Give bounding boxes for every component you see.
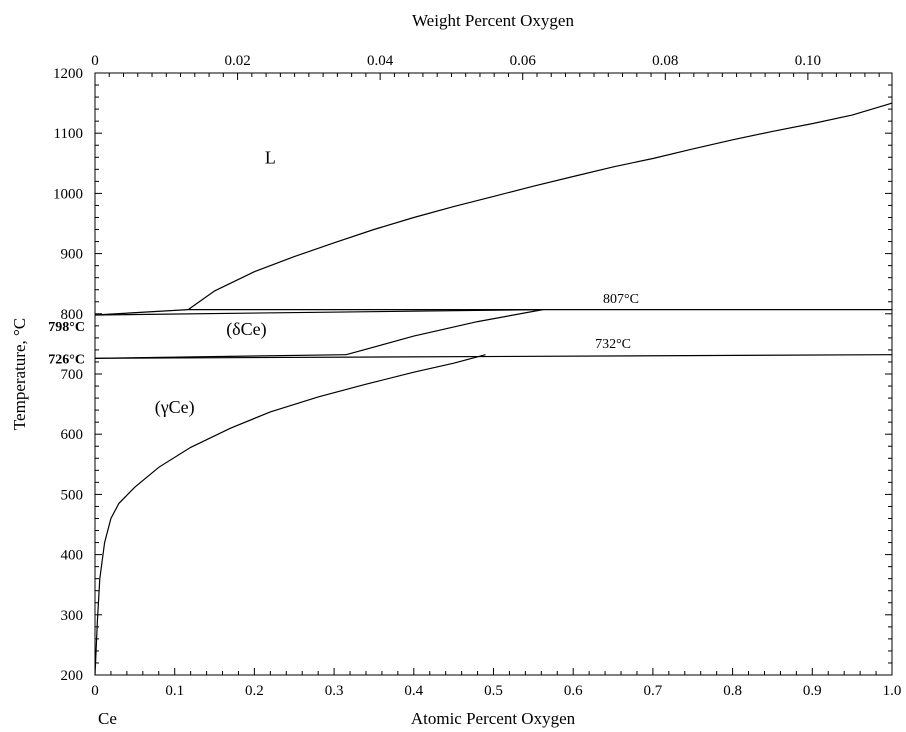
axis-temperature-annotation: 726°C xyxy=(48,352,85,367)
x2-tick-label: 0.02 xyxy=(224,53,250,69)
phase-boundary-line xyxy=(94,309,189,316)
x2-axis-title: Weight Percent Oxygen xyxy=(412,11,574,30)
y-tick-label: 500 xyxy=(61,487,84,503)
temperature-annotation: 732°C xyxy=(595,337,631,352)
x-tick-label: 0.9 xyxy=(803,683,822,699)
phase-boundary-line xyxy=(94,309,543,316)
y-tick-label: 800 xyxy=(61,307,84,323)
region-label: (δCe) xyxy=(226,319,266,340)
element-label: Ce xyxy=(98,709,117,728)
temperature-annotation: 807°C xyxy=(603,292,639,307)
region-label: L xyxy=(265,147,276,167)
x2-tick-label: 0.04 xyxy=(367,53,394,69)
x-tick-label: 0.7 xyxy=(644,683,663,699)
x-tick-label: 0.4 xyxy=(404,683,423,699)
x-tick-label: 1.0 xyxy=(883,683,902,699)
y-axis-title: Temperature, °C xyxy=(10,318,29,430)
x2-tick-label: 0.08 xyxy=(652,53,678,69)
x-tick-label: 0.5 xyxy=(484,683,503,699)
phase-boundary-line xyxy=(187,102,893,311)
y-tick-label: 300 xyxy=(61,608,84,624)
x2-tick-label: 0.06 xyxy=(510,53,537,69)
plot-frame xyxy=(94,72,893,676)
series-layer xyxy=(94,102,893,676)
axis-ticks xyxy=(94,72,893,676)
y-tick-label: 1200 xyxy=(53,66,83,82)
region-label: (γCe) xyxy=(155,397,195,418)
phase-boundary-line xyxy=(345,309,544,356)
y-tick-label: 600 xyxy=(61,427,84,443)
x-tick-label: 0.3 xyxy=(325,683,344,699)
x-axis-title: Atomic Percent Oxygen xyxy=(411,709,576,728)
x-tick-label: 0.1 xyxy=(165,683,184,699)
y-tick-label: 700 xyxy=(61,367,84,383)
axis-temperature-annotation: 798°C xyxy=(48,320,85,335)
x2-tick-label: 0.10 xyxy=(795,53,821,69)
x-tick-label: 0.2 xyxy=(245,683,264,699)
x-tick-label: 0.6 xyxy=(564,683,583,699)
phase-boundary-line xyxy=(94,354,893,359)
labels-layer: L (δCe) (γCe) 807°C 732°C 798°C 726°C xyxy=(48,147,639,418)
x2-tick-label: 0 xyxy=(91,53,99,69)
y-tick-label: 1000 xyxy=(53,186,83,202)
x-tick-label: 0.8 xyxy=(723,683,742,699)
y-tick-label: 900 xyxy=(61,247,84,263)
y-tick-label: 400 xyxy=(61,548,84,564)
x-tick-label: 0 xyxy=(91,683,99,699)
phase-boundary-line xyxy=(94,354,486,676)
tick-labels: 0 0.1 0.2 0.3 0.4 0.5 0.6 0.7 0.8 0.9 1.0 0 0.02 0.04… xyxy=(53,53,901,699)
y-tick-label: 200 xyxy=(61,668,84,684)
y-tick-label: 1100 xyxy=(54,126,83,142)
